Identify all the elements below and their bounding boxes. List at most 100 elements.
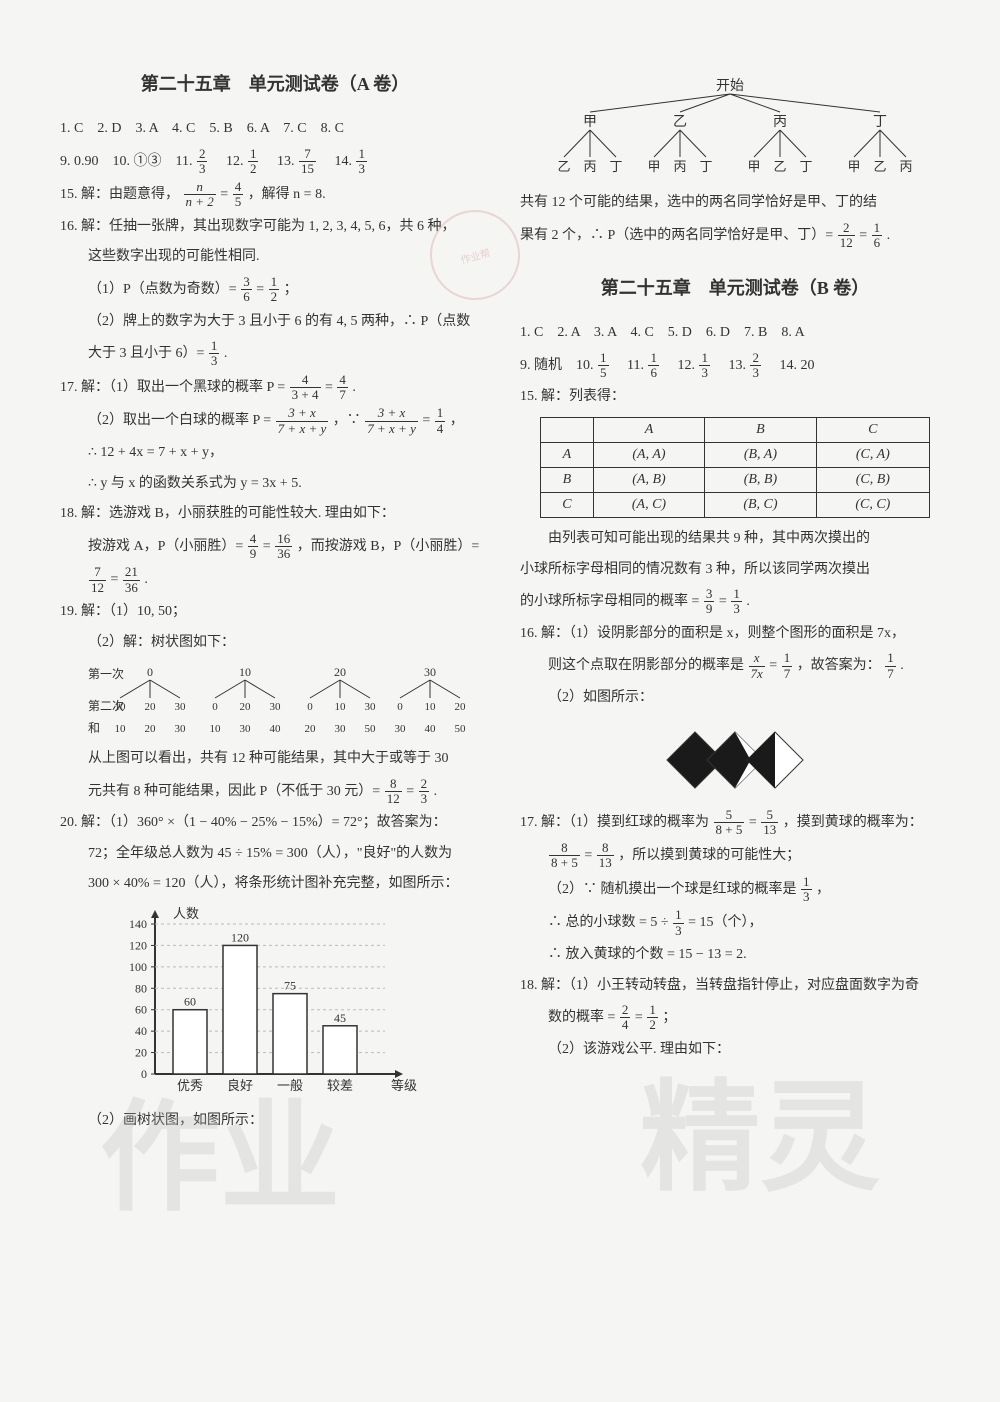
fraction: 23	[419, 777, 430, 807]
q15: 15. 解：由题意得， nn + 2 = 45 ，解得 n = 8.	[60, 180, 490, 210]
text: （2）∵ 随机摸出一个球是红球的概率是	[548, 882, 797, 897]
fraction: 3 + x7 + x + y	[276, 406, 329, 436]
fraction: 88 + 5	[549, 841, 580, 871]
svg-text:140: 140	[129, 917, 147, 931]
text: 元共有 8 种可能结果，因此 P（不低于 30 元）=	[88, 784, 384, 799]
svg-text:0: 0	[141, 1067, 147, 1081]
r1: 共有 12 个可能的结果，选中的两名同学恰好是甲、丁的结	[520, 190, 950, 217]
q16-2a: （2）牌上的数字为大于 3 且小于 6 的有 4, 5 两种，∴ P（点数	[60, 309, 490, 336]
svg-text:30: 30	[240, 723, 252, 735]
svg-text:丁: 丁	[609, 159, 622, 174]
fraction: 23	[750, 351, 761, 381]
text: 17. 解：（1）摸到红球的概率为	[520, 815, 709, 830]
q20c: 300 × 40% = 120（人），将条形统计图补充完整，如图所示：	[60, 871, 490, 898]
svg-text:75: 75	[284, 979, 296, 993]
text: =	[406, 784, 417, 799]
svg-text:乙: 乙	[557, 159, 570, 174]
svg-text:良好: 良好	[227, 1078, 253, 1093]
text: ，所以摸到黄球的可能性大；	[618, 848, 800, 863]
q16Bb: 则这个点取在阴影部分的概率是 x7x = 17 ，故答案为： 17 .	[520, 651, 950, 681]
text: 13.	[263, 154, 298, 169]
svg-text:20: 20	[240, 701, 252, 713]
svg-text:40: 40	[135, 1024, 147, 1038]
fraction: 13	[699, 351, 710, 381]
text: 12.	[212, 154, 247, 169]
text: =	[256, 282, 267, 297]
svg-text:0: 0	[307, 701, 313, 713]
q19a: 19. 解：（1）10, 50；	[60, 599, 490, 626]
q17-2b: ∴ 12 + 4x = 7 + x + y，	[60, 440, 490, 467]
q17Ba: 17. 解：（1）摸到红球的概率为 58 + 5 = 513 ，摸到黄球的概率为…	[520, 808, 950, 838]
fraction: 16	[648, 351, 659, 381]
fraction: 212	[838, 221, 855, 251]
fraction: 12	[248, 147, 259, 177]
svg-text:30: 30	[395, 723, 407, 735]
svg-text:80: 80	[135, 981, 147, 995]
svg-text:120: 120	[231, 930, 249, 944]
q17Bd: ∴ 总的小球数 = 5 ÷ 13 = 15（个），	[520, 908, 950, 938]
svg-text:30: 30	[270, 701, 282, 713]
q17Bb: 88 + 5 = 813 ，所以摸到黄球的可能性大；	[520, 841, 950, 871]
text: 12.	[663, 358, 698, 373]
r2: 果有 2 个，∴ P（选中的两名同学恰好是甲、丁）= 212 = 16 .	[520, 221, 950, 251]
svg-text:丙: 丙	[673, 159, 686, 174]
fraction: 3 + x7 + x + y	[365, 406, 418, 436]
tree-diagram-top: 开始甲乙丙丁乙甲丙丁丙甲乙丁丁甲乙丙	[520, 76, 940, 186]
svg-text:甲: 甲	[583, 115, 597, 130]
section-title-a: 第二十五章 单元测试卷（A 卷）	[60, 70, 490, 96]
q16-line1: 16. 解：任抽一张牌，其出现数字可能为 1, 2, 3, 4, 5, 6，共 …	[60, 214, 490, 241]
text: =	[111, 572, 122, 587]
text: 果有 2 个，∴ P（选中的两名同学恰好是甲、丁）=	[520, 228, 837, 243]
svg-text:乙: 乙	[873, 159, 886, 174]
text: 14. 20	[765, 358, 814, 373]
q15Bb: 由列表可知可能出现的结果共 9 种，其中两次摸出的	[520, 526, 950, 553]
text: ，而按游戏 B，P（小丽胜）=	[297, 539, 480, 554]
fraction: 17	[782, 651, 793, 681]
text: .	[224, 346, 228, 361]
text: = 15（个），	[688, 915, 762, 930]
text: .	[352, 380, 356, 395]
svg-text:丙: 丙	[899, 159, 912, 174]
svg-text:等级: 等级	[391, 1078, 417, 1093]
text: （1）P（点数为奇数）=	[88, 282, 240, 297]
svg-text:丁: 丁	[699, 159, 712, 174]
fraction: 1636	[275, 532, 292, 562]
text: 则这个点取在阴影部分的概率是	[548, 658, 744, 673]
text: 9. 随机 10.	[520, 358, 597, 373]
fraction: 17	[885, 651, 896, 681]
fraction: 13	[801, 875, 812, 905]
q16-1: （1）P（点数为奇数）= 36 = 12 ；	[60, 275, 490, 305]
text: =	[769, 658, 780, 673]
text: =	[584, 848, 595, 863]
fraction: 39	[704, 587, 715, 617]
svg-text:丙: 丙	[773, 115, 787, 130]
text: .	[746, 594, 750, 609]
text: ，∵	[333, 413, 365, 428]
text: ，	[816, 882, 830, 897]
fraction: x7x	[749, 651, 765, 681]
text: =	[859, 228, 870, 243]
text: ；	[284, 282, 298, 297]
answers-row-1: 1. C 2. D 3. A 4. C 5. B 6. A 7. C 8. C	[60, 116, 490, 143]
svg-text:120: 120	[129, 938, 147, 952]
fraction: 24	[620, 1003, 631, 1033]
q20a: 20. 解：（1）360° ×（1 − 40% − 25% − 15%）= 72…	[60, 810, 490, 837]
text: 的小球所标字母相同的概率 =	[520, 594, 703, 609]
svg-text:50: 50	[365, 723, 377, 735]
q18Ba: 18. 解：（1）小王转动转盘，当转盘指针停止，对应盘面数字为奇	[520, 973, 950, 1000]
fraction: 23	[197, 147, 208, 177]
svg-text:10: 10	[210, 723, 222, 735]
svg-text:丙: 丙	[583, 159, 596, 174]
answers-row-2: 9. 0.90 10. ①③ 11. 23 12. 12 13. 715 14.…	[60, 147, 490, 177]
text: =	[719, 594, 730, 609]
fraction: 14	[435, 406, 446, 436]
q15Bc: 小球所标字母相同的情况数有 3 种，所以该同学两次摸出	[520, 557, 950, 584]
fraction: 2136	[123, 565, 140, 595]
fraction: 43 + 4	[290, 373, 321, 403]
fraction: 712	[89, 565, 106, 595]
fraction: 12	[647, 1003, 658, 1033]
q15B: 15. 解：列表得：	[520, 384, 950, 411]
fraction: 45	[233, 180, 244, 210]
svg-text:优秀: 优秀	[177, 1078, 203, 1093]
svg-text:20: 20	[135, 1046, 147, 1060]
